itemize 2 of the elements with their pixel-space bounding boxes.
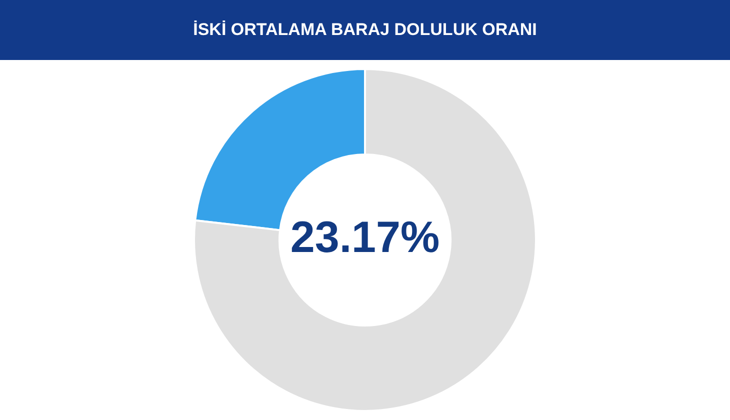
chart-title: İSKİ ORTALAMA BARAJ DOLULUK ORANI	[193, 20, 537, 40]
data-label: 23.17%	[290, 213, 440, 262]
